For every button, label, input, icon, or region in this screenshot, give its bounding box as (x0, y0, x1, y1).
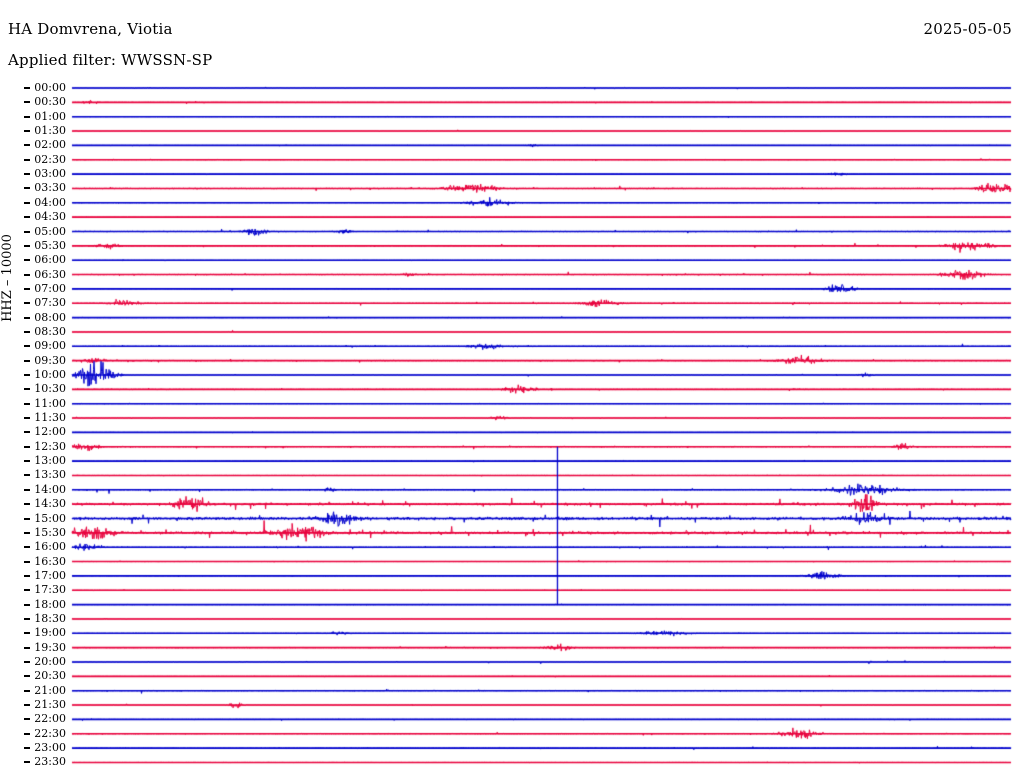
seismogram-traces (0, 78, 1024, 778)
record-date: 2025-05-05 (923, 20, 1012, 38)
seismogram-plot: 00:0000:3001:0001:3002:0002:3003:0003:30… (0, 78, 1024, 778)
page-title: HA Domvrena, Viotia (8, 20, 173, 38)
applied-filter-label: Applied filter: WWSSN-SP (8, 51, 213, 69)
